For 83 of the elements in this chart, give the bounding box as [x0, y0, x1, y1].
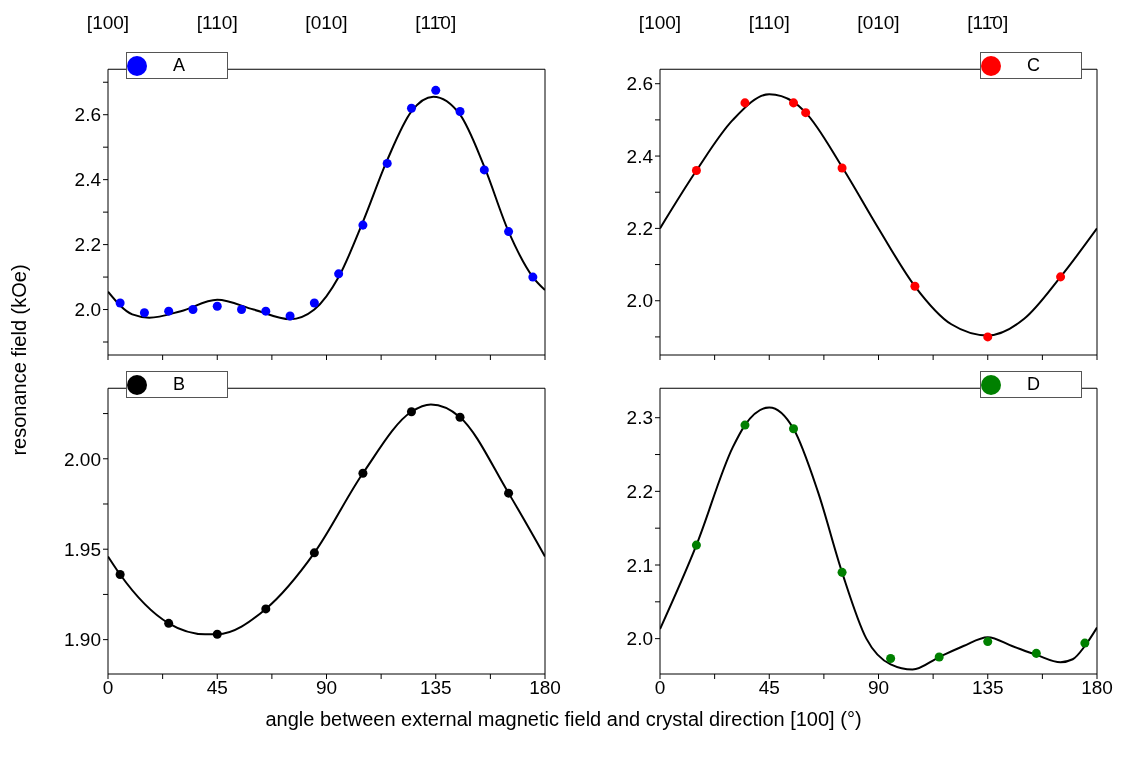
y-tick-label: 2.3 [626, 407, 653, 429]
text: [11̄0] [414, 12, 458, 34]
point [406, 103, 416, 113]
y-tick-label: 2.0 [626, 290, 653, 312]
point [691, 166, 701, 176]
point [504, 488, 514, 498]
y-tick-label: 1.90 [64, 629, 101, 651]
legend-label: C [1027, 55, 1040, 75]
y-tick-label: 2.0 [626, 628, 653, 650]
point [691, 540, 701, 550]
x-tick-label: 45 [206, 677, 228, 699]
legend-label: D [1027, 374, 1040, 394]
legend-label: B [173, 374, 186, 394]
point [528, 272, 538, 282]
x-tick-label: 90 [867, 677, 890, 699]
point [164, 306, 174, 316]
point [455, 106, 465, 116]
point [212, 301, 222, 311]
point [983, 332, 993, 342]
y-tick-label: 2.2 [626, 218, 653, 240]
point [261, 306, 271, 316]
point [115, 298, 125, 308]
point [789, 424, 799, 434]
y-axis-title: resonance field (kOe) [8, 263, 31, 458]
text: [11̄0] [966, 12, 1010, 34]
point [431, 85, 441, 95]
point [237, 305, 247, 315]
point [504, 227, 514, 237]
point [886, 654, 896, 664]
point [188, 305, 198, 315]
point [309, 298, 319, 308]
point [1031, 648, 1041, 658]
text: [100] [637, 12, 683, 34]
point [1080, 638, 1090, 648]
point [479, 165, 489, 175]
y-tick-label: 2.6 [626, 73, 653, 95]
point [139, 308, 149, 318]
x-tick-label: 180 [1081, 677, 1113, 699]
x-tick-label: 45 [758, 677, 780, 699]
point [358, 468, 368, 478]
y-tick-label: 2.0 [74, 299, 101, 321]
point [740, 420, 750, 430]
point [285, 311, 295, 321]
point [934, 652, 944, 662]
point [910, 281, 920, 291]
text: [110] [747, 12, 791, 34]
point [358, 220, 368, 230]
x-tick-label: 90 [315, 677, 338, 699]
point [164, 618, 174, 628]
x-tick-label: 0 [654, 677, 666, 699]
point [406, 407, 416, 417]
x-tick-label: 180 [529, 677, 561, 699]
point [740, 98, 750, 108]
point [789, 98, 799, 108]
point [334, 269, 344, 279]
point [983, 637, 993, 647]
y-tick-label: 1.95 [64, 538, 101, 560]
y-tick-label: 2.2 [626, 481, 653, 503]
point [837, 567, 847, 577]
point [455, 412, 465, 422]
y-tick-label: 2.4 [74, 169, 102, 191]
point [837, 163, 847, 173]
y-tick-label: 2.2 [74, 234, 101, 256]
text: [110] [195, 12, 239, 34]
point [1056, 272, 1066, 282]
x-tick-label: 0 [102, 677, 114, 699]
point [309, 548, 319, 558]
y-tick-label: 2.00 [64, 448, 101, 470]
point [261, 604, 271, 614]
x-tick-label: 135 [971, 677, 1004, 699]
x-tick-label: 135 [419, 677, 452, 699]
text: [100] [85, 12, 131, 34]
y-tick-label: 2.1 [626, 554, 653, 576]
point [212, 629, 222, 639]
text: [010] [304, 12, 349, 34]
point [382, 158, 392, 168]
point [115, 570, 125, 580]
text: [010] [856, 12, 901, 34]
legend-label: A [173, 55, 186, 75]
x-axis-title: angle between external magnetic field and crystal direction [100] (°) [264, 708, 863, 731]
y-tick-label: 2.4 [626, 145, 654, 167]
point [801, 108, 811, 118]
y-tick-label: 2.6 [74, 104, 101, 126]
